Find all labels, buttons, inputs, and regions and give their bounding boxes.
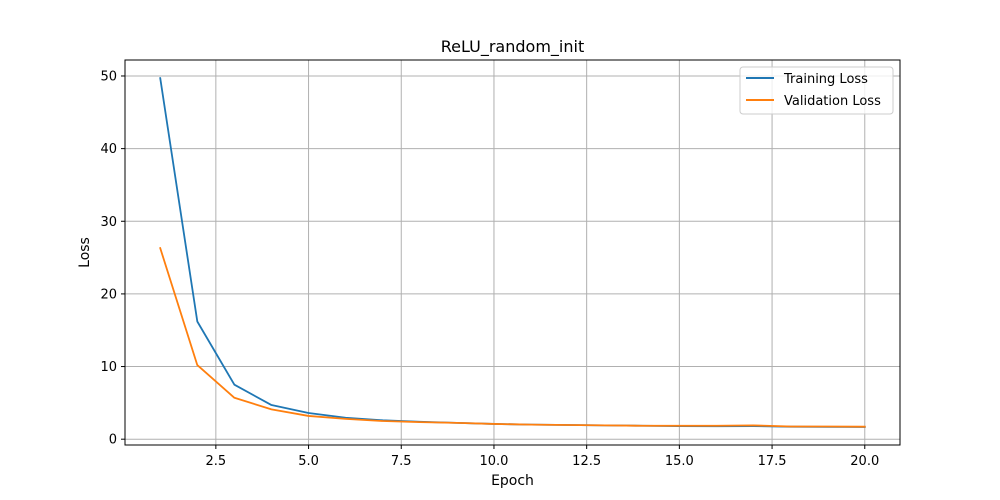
axis-ticks: 2.5 5.0 7.5 10.0 12.5 15.0 17.5 20.0 0 10 20 30 40 50 [100,69,879,469]
legend-label-validation-loss: Validation Loss [784,94,881,109]
legend: Training Loss Validation Loss [739,66,894,115]
x-tick-label: 15.0 [665,454,694,469]
y-tick-label: 50 [100,69,117,84]
y-tick-label: 10 [100,360,117,375]
y-tick-label: 30 [100,215,117,230]
x-axis-label: Epoch [491,473,534,489]
y-tick-label: 40 [100,142,117,157]
y-tick-label: 20 [100,287,117,302]
legend-box [739,66,894,115]
series-line-validation-loss [159,247,866,428]
x-tick-label: 20.0 [850,454,879,469]
chart-title: ReLU_random_init [441,37,584,57]
x-tick-label: 12.5 [572,454,601,469]
y-tick-label: 0 [109,433,117,448]
series-lines [159,77,866,428]
legend-label-training-loss: Training Loss [783,72,868,87]
x-tick-label: 2.5 [206,454,227,469]
x-tick-label: 7.5 [391,454,412,469]
x-tick-label: 17.5 [758,454,787,469]
plot-frame [124,59,901,446]
x-tick-label: 10.0 [479,454,508,469]
y-axis-label: Loss [77,237,93,268]
grid [125,60,900,445]
x-tick-label: 5.0 [298,454,319,469]
